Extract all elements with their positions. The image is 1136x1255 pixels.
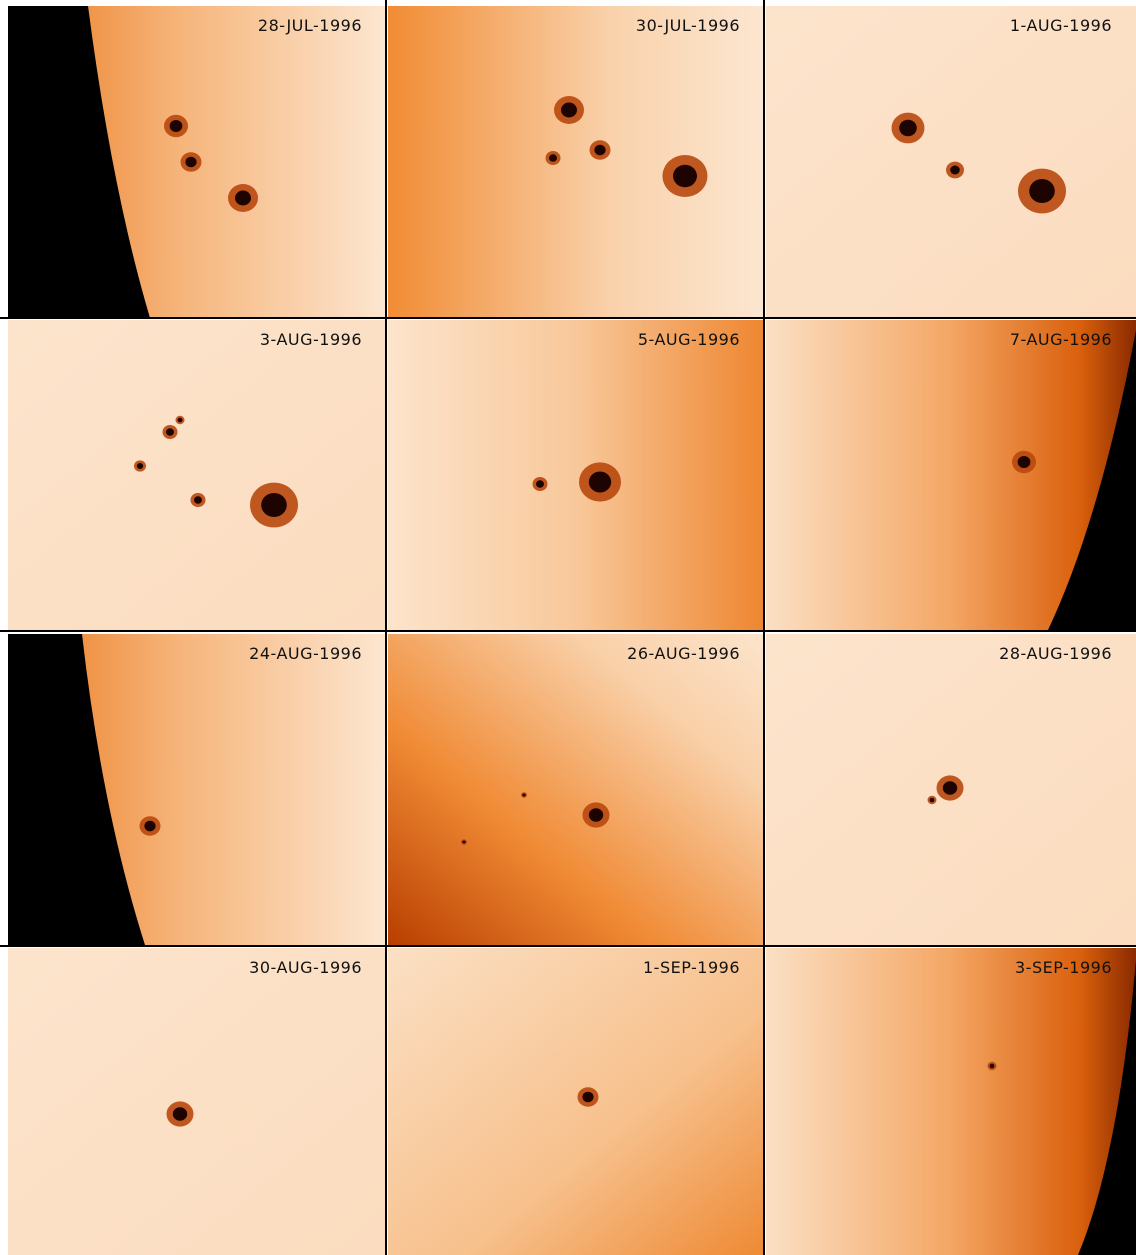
date-label: 30-AUG-1996 [249, 958, 362, 977]
solar-surface [388, 320, 764, 630]
image-panel: 30-JUL-1996 [388, 6, 764, 318]
sunspot-umbra [589, 808, 603, 822]
image-panel: 28-JUL-1996 [8, 6, 386, 318]
sunspot-umbra [1029, 179, 1055, 203]
image-panel: 5-AUG-1996 [388, 320, 764, 630]
date-label: 28-JUL-1996 [258, 16, 362, 35]
sunspot-umbra [173, 1107, 187, 1121]
sunspot-umbra [166, 428, 174, 436]
solar-surface [388, 634, 764, 945]
date-label: 3-SEP-1996 [1015, 958, 1112, 977]
sunspot-umbra [522, 794, 525, 797]
date-label: 5-AUG-1996 [638, 330, 740, 349]
date-label: 7-AUG-1996 [1010, 330, 1112, 349]
sunspot-umbra [582, 1092, 593, 1103]
sunspot-umbra [589, 472, 611, 493]
sunspot-umbra [235, 191, 251, 206]
sunspot-umbra [673, 165, 697, 188]
sunspot-umbra [178, 418, 183, 423]
image-panel: 7-AUG-1996 [766, 320, 1136, 630]
sunspot-umbra [185, 157, 196, 168]
sunspot-umbra [549, 154, 557, 162]
image-panel: 1-SEP-1996 [388, 948, 764, 1255]
sunspot-umbra [943, 781, 957, 795]
solar-surface [766, 6, 1136, 318]
sunspot-umbra [170, 120, 183, 132]
solar-surface [766, 948, 1136, 1255]
date-label: 28-AUG-1996 [999, 644, 1112, 663]
sunspot-umbra [144, 821, 155, 832]
image-panel: 1-AUG-1996 [766, 6, 1136, 318]
solar-surface [8, 320, 386, 630]
sunspot-umbra [561, 103, 577, 118]
sunspot-umbra [930, 798, 935, 803]
image-panel: 24-AUG-1996 [8, 634, 386, 945]
sunspot-umbra [950, 166, 960, 175]
solar-surface [8, 948, 386, 1255]
solar-surface [388, 948, 764, 1255]
sunspot-umbra [899, 120, 917, 137]
sunspot-umbra [594, 145, 605, 156]
sunspot-umbra [137, 463, 143, 469]
date-label: 24-AUG-1996 [249, 644, 362, 663]
image-panel: 26-AUG-1996 [388, 634, 764, 945]
date-label: 30-JUL-1996 [636, 16, 740, 35]
image-panel: 28-AUG-1996 [766, 634, 1136, 945]
sunspot-umbra [990, 1064, 995, 1069]
sunspot-umbra [462, 841, 465, 844]
date-label: 3-AUG-1996 [260, 330, 362, 349]
sunspot-umbra [261, 493, 287, 517]
solar-montage: 28-JUL-1996 30-JUL-1996 1-AUG-1996 3-AUG-19… [0, 0, 1136, 1255]
date-label: 1-SEP-1996 [643, 958, 740, 977]
image-panel: 3-SEP-1996 [766, 948, 1136, 1255]
sunspot-umbra [536, 480, 544, 488]
date-label: 26-AUG-1996 [627, 644, 740, 663]
image-panel: 30-AUG-1996 [8, 948, 386, 1255]
image-panel: 3-AUG-1996 [8, 320, 386, 630]
sunspot-umbra [1018, 456, 1031, 468]
date-label: 1-AUG-1996 [1010, 16, 1112, 35]
solar-surface [388, 6, 764, 318]
sunspot-umbra [194, 496, 202, 504]
